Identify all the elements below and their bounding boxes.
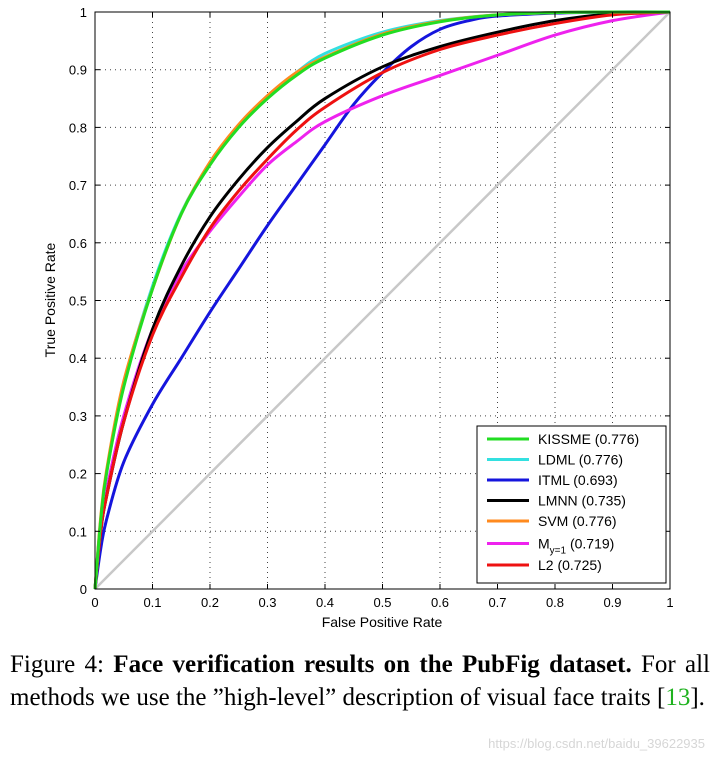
diagonal-reference	[94, 11, 671, 590]
series-line-kissme	[93, 10, 671, 590]
roc-chart: 0 0.1 0.2 0.3 0.4 0.5 0.6 0.7 0.8 0.9 1 0 0.1 0.2 0.3 0…	[42, 5, 674, 630]
x-tick-label: 0.5	[373, 595, 391, 610]
x-tick-label: 0.7	[488, 595, 506, 610]
y-tick-label: 1	[80, 5, 87, 20]
series-line-l2	[93, 10, 671, 590]
legend-label-m-y-1: My=1 (0.719)	[538, 536, 614, 557]
caption-bold: Face verification results on the PubFig …	[113, 651, 626, 678]
legend-label-ldml: LDML (0.776)	[538, 452, 623, 468]
y-tick-label: 0.2	[69, 467, 87, 482]
roc-curves	[93, 10, 671, 590]
legend-label-lmnn: LMNN (0.735)	[538, 493, 626, 509]
y-tick-label: 0	[80, 582, 87, 597]
y-tick-label: 0.6	[69, 236, 87, 251]
caption-suffix: ].	[690, 684, 705, 711]
y-tick-label: 0.9	[69, 63, 87, 78]
chance-line	[94, 11, 671, 590]
caption-bold-end: .	[625, 651, 632, 678]
x-tick-label: 0.3	[258, 595, 276, 610]
x-tick-label: 0.4	[316, 595, 334, 610]
x-tick-label: 0.6	[431, 595, 449, 610]
x-tick-label: 0.1	[143, 595, 161, 610]
y-tick-label: 0.3	[69, 409, 87, 424]
x-tick-label: 1	[666, 595, 673, 610]
legend: KISSME (0.776) LDML (0.776) ITML (0.693) LM…	[476, 425, 667, 584]
y-tick-label: 0.1	[69, 524, 87, 539]
caption-body: For all methods we use the ”high-level” …	[10, 651, 711, 711]
watermark: https://blog.csdn.net/baidu_39622935	[488, 736, 705, 751]
y-tick-label: 0.8	[69, 120, 87, 135]
caption-reference[interactable]: 13	[665, 684, 691, 711]
y-axis-label: True Positive Rate	[42, 242, 58, 357]
x-axis-label: False Positive Rate	[322, 614, 443, 630]
legend-label-svm: SVM (0.776)	[538, 513, 617, 529]
y-tick-label: 0.4	[69, 351, 87, 366]
legend-label-itml: ITML (0.693)	[538, 472, 618, 488]
x-tick-label: 0	[91, 595, 98, 610]
y-tick-label: 0.5	[69, 294, 87, 309]
axis-ticks: 0 0.1 0.2 0.3 0.4 0.5 0.6 0.7 0.8 0.9 1 0 0.1 0.2 0.3 0…	[69, 5, 674, 610]
x-tick-label: 0.8	[546, 595, 564, 610]
legend-label-kissme: KISSME (0.776)	[538, 431, 639, 447]
figure-caption: Figure 4: Face verification results on t…	[10, 648, 710, 714]
legend-box	[476, 425, 667, 584]
legend-label-l2: L2 (0.725)	[538, 557, 602, 573]
x-tick-label: 0.9	[603, 595, 621, 610]
caption-prefix: Figure 4:	[10, 651, 114, 678]
y-tick-label: 0.7	[69, 178, 87, 193]
x-tick-label: 0.2	[201, 595, 219, 610]
